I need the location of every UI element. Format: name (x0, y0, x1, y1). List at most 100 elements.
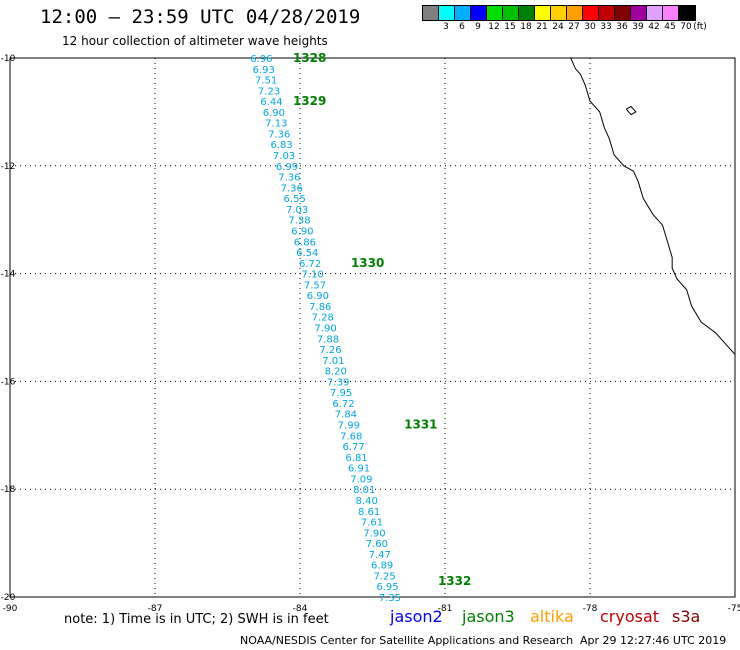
lat-tick-label: -20 (1, 593, 16, 603)
legend-swatch (535, 6, 551, 20)
swh-value-label: 6.55 (284, 194, 306, 205)
swh-value-label: 6.72 (332, 399, 354, 410)
swh-value-label: 8.40 (356, 496, 378, 507)
swh-value-label: 6.90 (307, 291, 329, 302)
swh-value-label: 7.36 (268, 129, 290, 140)
legend-label: 30 (584, 22, 596, 32)
swh-value-label: 6.99 (276, 162, 298, 173)
satellite-jason2-label: jason2 (390, 607, 443, 626)
credit-text: NOAA/NESDIS Center for Satellite Applica… (240, 634, 574, 647)
swh-value-label: 7.39 (327, 377, 349, 388)
swh-value-label: 7.86 (309, 302, 331, 313)
legend-label: 70 (680, 22, 692, 32)
swh-value-label: 7.61 (361, 518, 383, 529)
legend-swatch (519, 6, 535, 20)
swh-value-label: 7.90 (363, 528, 385, 539)
swh-value-label: 6.90 (291, 226, 313, 237)
swh-value-label: 6.44 (260, 97, 282, 108)
wave-height-color-legend (422, 5, 696, 21)
legend-swatch (455, 6, 471, 20)
swh-value-label: 7.99 (338, 421, 360, 432)
swh-value-label: 6.77 (343, 442, 365, 453)
legend-label: 12 (488, 22, 500, 32)
lon-tick-label: -75 (728, 604, 740, 614)
swh-value-label: 7.57 (304, 280, 326, 291)
swh-value-label: 7.09 (350, 474, 372, 485)
swh-value-label: 6.86 (294, 237, 316, 248)
coastline (570, 57, 736, 355)
swh-value-label: 7.36 (281, 183, 303, 194)
lat-tick-label: -14 (1, 270, 16, 280)
legend-swatch (599, 6, 615, 20)
swh-value-label: 7.51 (255, 76, 277, 87)
swh-value-label: 7.26 (319, 345, 341, 356)
legend-swatch (567, 6, 583, 20)
legend-swatch (679, 6, 695, 20)
map-frame (9, 57, 736, 598)
lat-tick-label: -10 (1, 54, 16, 64)
legend-swatch (551, 6, 567, 20)
swh-value-label: 7.35 (379, 593, 401, 604)
legend-swatch (583, 6, 599, 20)
swh-value-label: 7.01 (322, 356, 344, 367)
legend-label: 33 (600, 22, 612, 32)
satellite-jason3-label: jason3 (462, 607, 515, 626)
swh-value-label: 6.81 (345, 453, 367, 464)
lon-tick-label: -78 (583, 604, 598, 614)
legend-swatch (647, 6, 663, 20)
legend-swatch (503, 6, 519, 20)
legend-swatch (663, 6, 679, 20)
legend-labels: 3 6 9 12 15 18 21 24 27 30 33 36 39 42 45 70 (ft) (422, 22, 740, 34)
swh-value-label: 7.13 (265, 119, 287, 130)
swh-value-label: 7.25 (373, 571, 395, 582)
swh-value-label: 7.60 (366, 539, 388, 550)
legend-unit: (ft) (693, 22, 707, 32)
swh-value-label: 6.95 (376, 582, 398, 593)
swh-value-label: 6.72 (299, 259, 321, 270)
swh-value-label: 7.10 (301, 270, 323, 281)
legend-label: 42 (648, 22, 660, 32)
legend-label: 39 (632, 22, 644, 32)
legend-label: 21 (536, 22, 548, 32)
swh-value-label: 6.54 (296, 248, 318, 259)
legend-label: 18 (520, 22, 532, 32)
swh-value-label: 8.20 (325, 367, 347, 378)
swh-value-label: 7.90 (314, 324, 336, 335)
lat-tick-label: -12 (1, 162, 16, 172)
pass-number-label: 1329 (293, 94, 326, 108)
timestamp-text: Apr 29 12:27:46 UTC 2019 (580, 634, 727, 647)
swh-value-label: 6.96 (250, 54, 272, 65)
legend-label: 9 (475, 22, 481, 32)
swh-value-label: 7.03 (286, 205, 308, 216)
swh-value-label: 6.91 (348, 464, 370, 475)
swh-value-label: 8.61 (358, 507, 380, 518)
pass-number-label: 1330 (351, 256, 384, 270)
legend-swatch (615, 6, 631, 20)
pass-number-label: 1328 (293, 51, 326, 65)
lat-tick-label: -16 (1, 377, 16, 387)
lon-tick-label: -90 (3, 604, 18, 614)
swh-value-label: 7.88 (317, 334, 339, 345)
legend-label: 6 (459, 22, 465, 32)
lon-tick-label: -81 (438, 604, 453, 614)
lat-tick-label: -18 (1, 485, 16, 495)
swh-value-label: 7.47 (369, 550, 391, 561)
legend-swatch (631, 6, 647, 20)
swh-value-label: 6.83 (271, 140, 293, 151)
swh-value-label: 7.36 (278, 173, 300, 184)
legend-label: 36 (616, 22, 628, 32)
swh-value-label: 8.01 (353, 485, 375, 496)
footer-note: note: 1) Time is in UTC; 2) SWH is in fe… (64, 612, 329, 627)
island-outline (625, 105, 637, 116)
legend-swatch (423, 6, 439, 20)
legend-label: 45 (664, 22, 676, 32)
legend-label: 27 (568, 22, 580, 32)
legend-label: 3 (443, 22, 449, 32)
swh-value-label: 6.90 (263, 108, 285, 119)
legend-label: 24 (552, 22, 564, 32)
legend-swatch (439, 6, 455, 20)
swh-value-label: 7.68 (340, 431, 362, 442)
swh-value-label: 7.38 (288, 216, 310, 227)
page-title: 12:00 – 23:59 UTC 04/28/2019 (40, 6, 361, 28)
